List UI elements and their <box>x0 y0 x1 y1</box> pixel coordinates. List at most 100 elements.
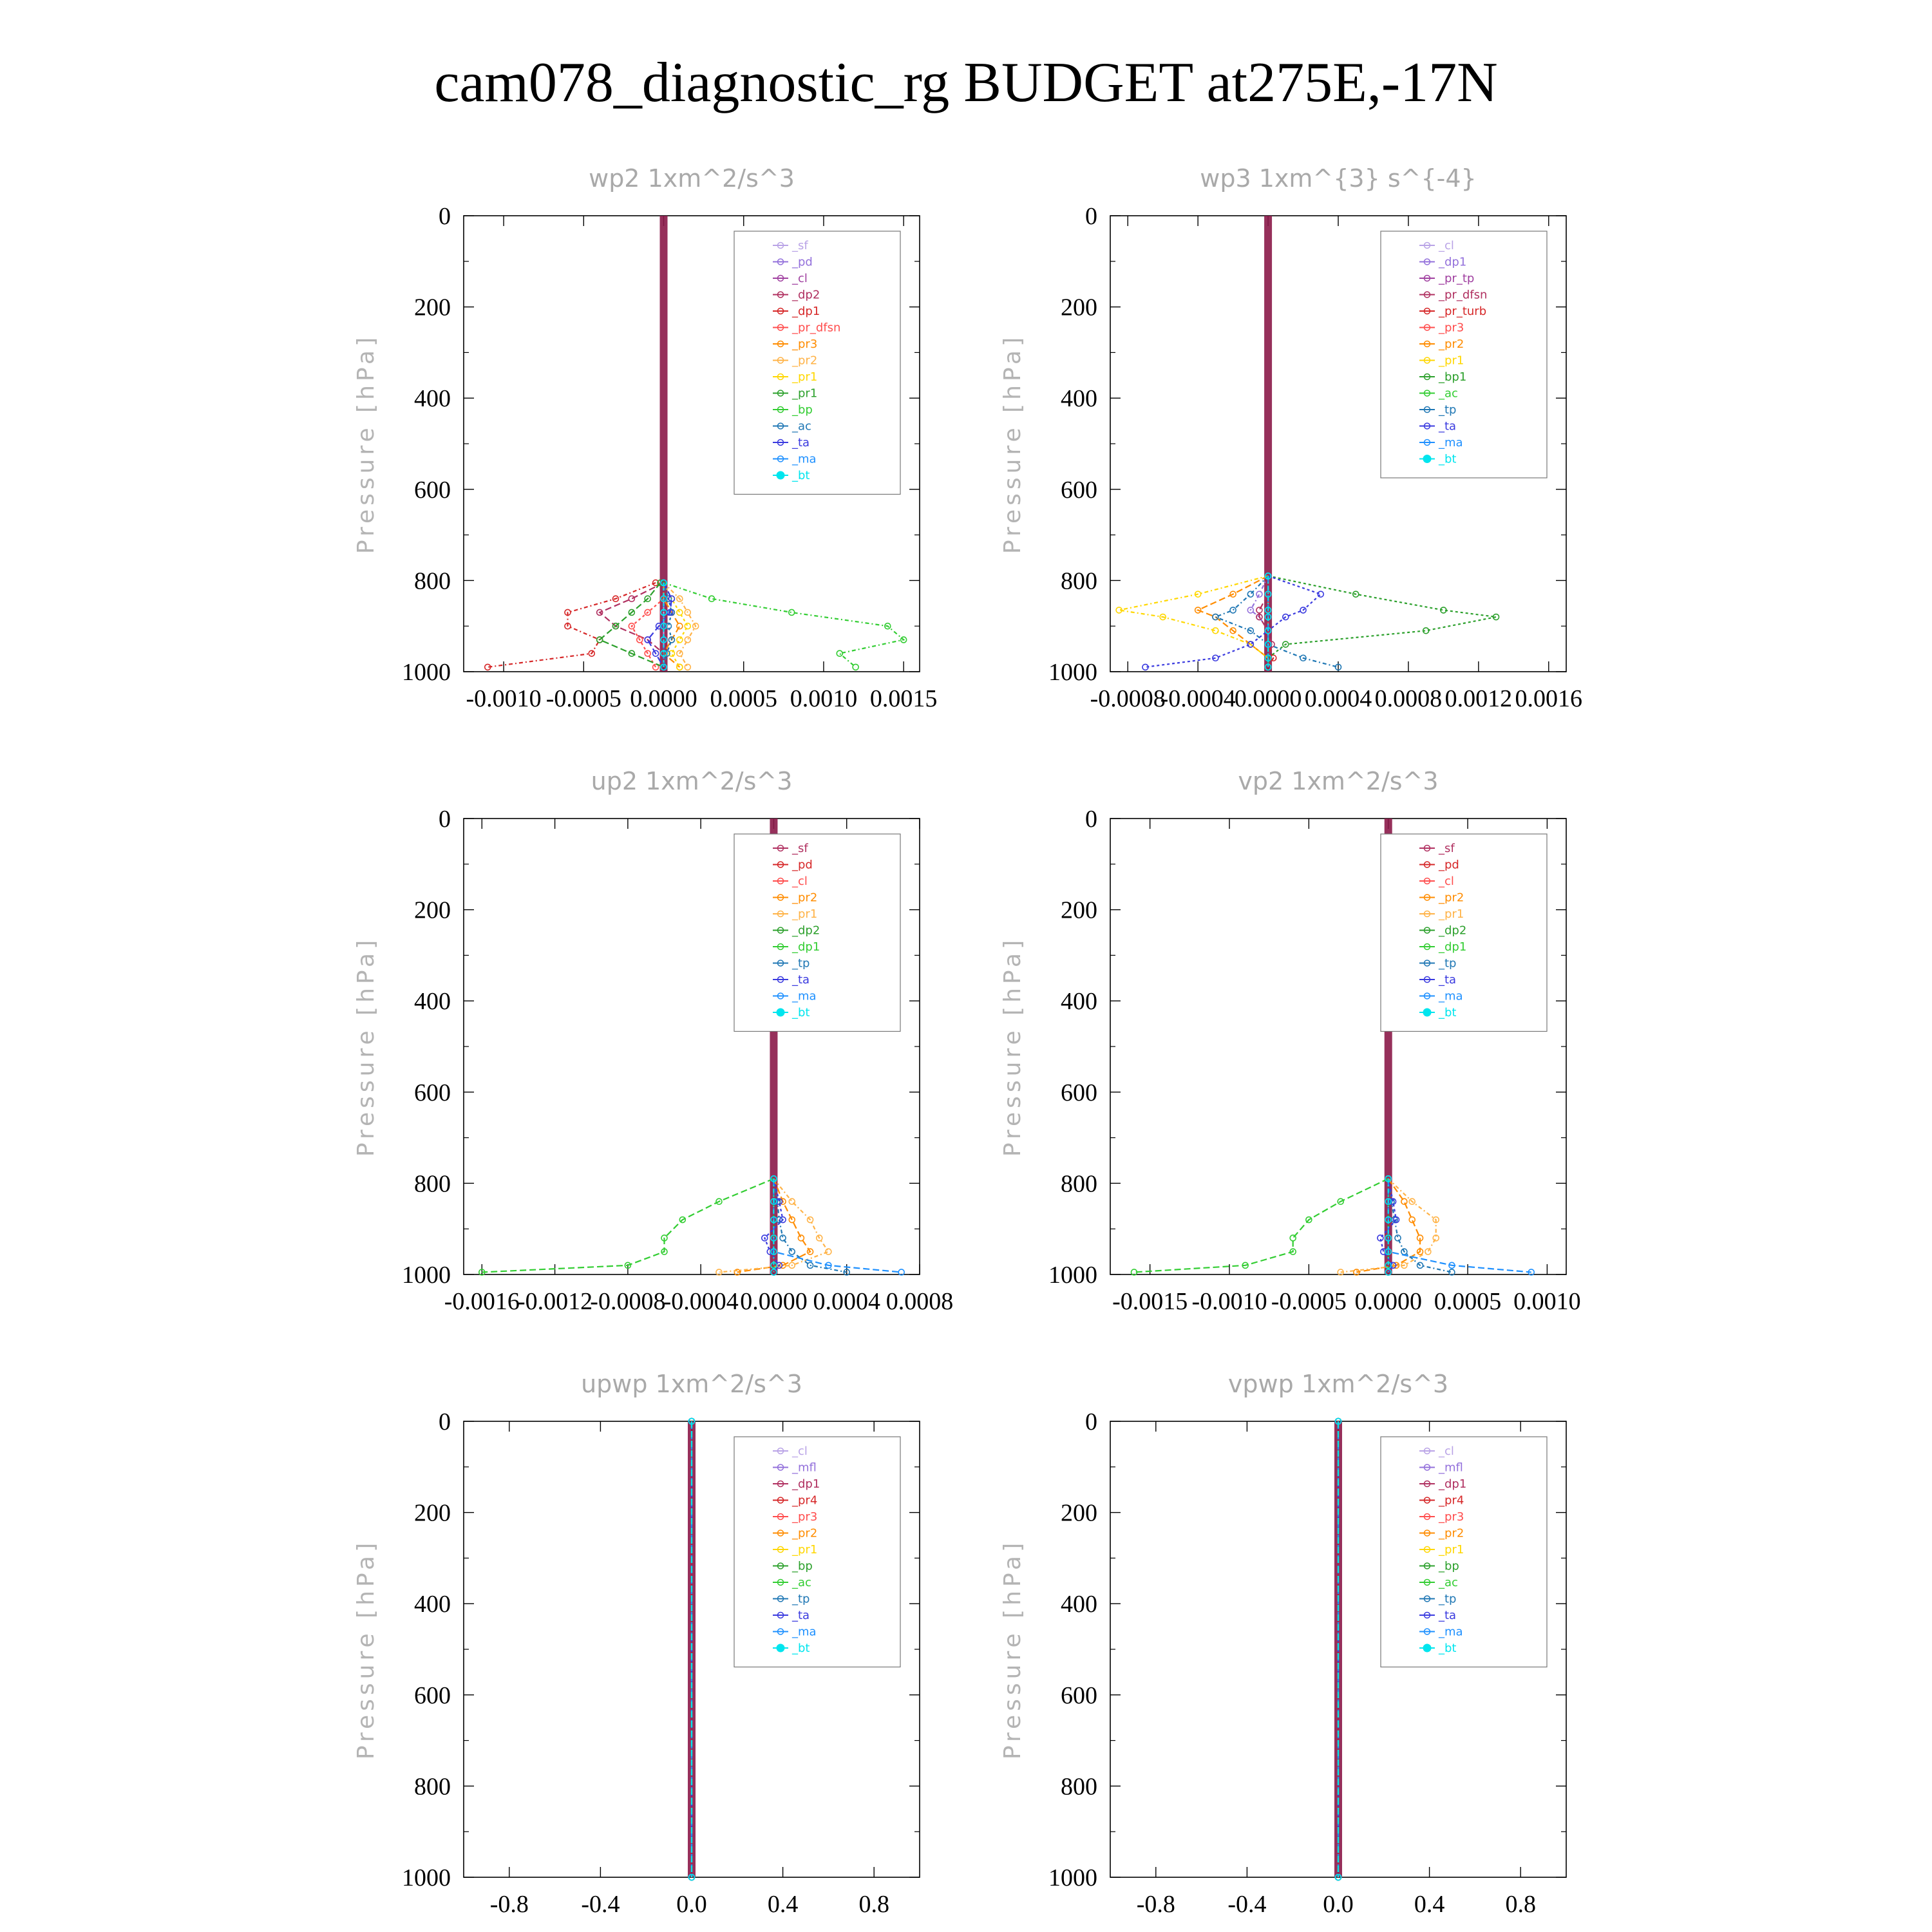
legend-label: _pr1 <box>1438 354 1464 368</box>
legend-swatch-marker <box>777 340 784 348</box>
data-point <box>612 595 620 603</box>
data-point <box>660 579 667 587</box>
data-point <box>1528 1269 1535 1276</box>
legend-label: _bp1 <box>1438 370 1466 384</box>
x-tick-label: -0.0010 <box>1191 1288 1267 1315</box>
data-point <box>715 1198 723 1206</box>
legend: _cl _mfl _dp1 _pr4 _pr3 _pr2 _pr1 _bp _ac _tp _ta _… <box>1380 1436 1548 1668</box>
data-point <box>1432 1235 1440 1242</box>
data-point <box>660 636 667 643</box>
data-point <box>1385 1175 1392 1182</box>
legend-swatch-marker <box>1423 324 1431 331</box>
y-tick-label: 0 <box>439 203 451 230</box>
data-point <box>660 663 667 671</box>
data-point <box>1247 641 1255 648</box>
data-point <box>1212 613 1219 621</box>
data-point <box>1242 1262 1249 1269</box>
legend-swatch-marker <box>1423 274 1431 282</box>
data-point <box>1334 1417 1342 1425</box>
legend-label: _cl <box>1438 875 1454 888</box>
data-point <box>628 609 636 616</box>
data-point <box>1352 591 1359 598</box>
data-point <box>679 1216 687 1224</box>
x-tick-label: 0.0012 <box>1445 685 1513 712</box>
legend-label: _tp <box>1438 1593 1456 1606</box>
data-point <box>612 622 620 630</box>
series-line-dp1 <box>488 582 656 668</box>
legend-swatch-marker <box>1423 1643 1432 1653</box>
legend-swatch-marker <box>1423 439 1431 446</box>
data-point <box>1264 641 1272 648</box>
series-line-dp1 <box>482 1178 774 1273</box>
data-point <box>1269 654 1277 662</box>
legend-label: _ma <box>1438 436 1463 450</box>
data-point <box>1115 607 1122 614</box>
data-point <box>688 1873 696 1881</box>
data-point <box>779 1216 786 1224</box>
legend-label: _pr3 <box>1438 1510 1464 1524</box>
y-tick-label: 1000 <box>402 1262 451 1289</box>
x-tick-label: 0.0010 <box>790 685 858 712</box>
legend-label: _pr_dfsn <box>791 321 840 335</box>
data-point <box>1247 607 1255 614</box>
data-point <box>1416 1235 1424 1242</box>
panel-title: wp2 1xm^2/s^3 <box>589 164 795 193</box>
y-axis-label: Pressure [hPa] <box>353 936 379 1157</box>
legend-swatch-marker <box>777 927 784 934</box>
data-point <box>1408 1198 1416 1206</box>
x-tick-label: 0.8 <box>858 1891 889 1918</box>
legend-swatch-marker <box>777 877 784 885</box>
chart-panel-2: wp3 1xm^{3} s^{-4} Pressure [hPa] 0 200 400 6… <box>999 164 1582 712</box>
legend-label: _pr1 <box>791 907 817 921</box>
legend-swatch-marker <box>1423 1562 1431 1569</box>
legend-swatch-marker <box>1423 406 1431 413</box>
data-point <box>688 1417 696 1425</box>
data-point <box>676 609 683 616</box>
data-point <box>1392 1262 1400 1269</box>
legend-swatch-marker <box>1423 357 1431 364</box>
x-tick-label: 0.0008 <box>886 1288 954 1315</box>
x-tick-label: -0.0005 <box>546 685 621 712</box>
legend-swatch-marker <box>1423 340 1431 348</box>
legend-swatch-marker <box>777 406 784 413</box>
legend-swatch-marker <box>1423 1595 1431 1602</box>
data-point <box>1264 613 1272 621</box>
x-tick-label: 0.4 <box>1414 1891 1445 1918</box>
data-point <box>1425 1248 1432 1255</box>
data-point <box>1401 1262 1408 1269</box>
y-tick-label: 400 <box>414 385 451 412</box>
data-point <box>661 1235 668 1242</box>
data-point <box>1247 627 1255 634</box>
legend-label: _sf <box>791 842 808 855</box>
data-point <box>852 663 859 671</box>
data-point <box>652 663 659 671</box>
series-line-tp <box>1213 575 1339 668</box>
y-tick-label: 0 <box>1085 203 1097 230</box>
data-point <box>1385 1235 1392 1242</box>
data-point <box>644 650 651 657</box>
x-tick-label: -0.8 <box>490 1891 529 1918</box>
legend-label: _dp1 <box>1438 1477 1466 1491</box>
data-point <box>1264 607 1272 614</box>
data-point <box>788 609 795 616</box>
data-point <box>644 609 651 616</box>
legend-swatch-marker <box>777 1595 784 1602</box>
data-point <box>1492 613 1500 621</box>
chart-panel-1: wp2 1xm^2/s^3 Pressure [hPa] 0 200 400 600 800… <box>353 164 937 712</box>
data-point <box>1256 613 1263 621</box>
legend-label: _pr2 <box>791 354 817 368</box>
data-point <box>1212 654 1219 662</box>
x-tick-label: -0.0010 <box>466 685 542 712</box>
data-point <box>1380 1248 1387 1255</box>
legend-label: _pr1 <box>791 370 817 384</box>
legend-swatch-marker <box>1423 1513 1431 1520</box>
series-line-ma <box>773 1179 902 1273</box>
legend-label: _mfl <box>791 1461 817 1475</box>
legend-swatch-marker <box>1423 894 1431 901</box>
legend-swatch-marker <box>1423 1447 1431 1455</box>
data-point <box>770 1175 777 1182</box>
data-point <box>770 1262 777 1269</box>
legend-label: _pr4 <box>791 1494 817 1508</box>
data-point <box>652 650 659 657</box>
legend-label: _bt <box>791 469 810 482</box>
